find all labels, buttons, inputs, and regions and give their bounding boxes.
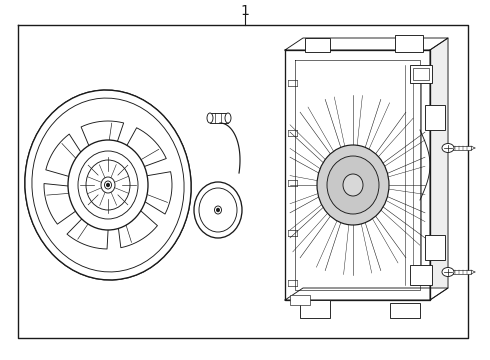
- Polygon shape: [81, 121, 123, 168]
- Polygon shape: [127, 172, 172, 214]
- Bar: [395, 35, 423, 52]
- Bar: [453, 270, 471, 274]
- Bar: [453, 146, 471, 150]
- Ellipse shape: [207, 113, 213, 123]
- Bar: [425, 235, 445, 260]
- Ellipse shape: [442, 144, 454, 153]
- Bar: [410, 65, 432, 83]
- Polygon shape: [285, 38, 448, 50]
- Polygon shape: [46, 134, 93, 182]
- Ellipse shape: [101, 177, 115, 193]
- Polygon shape: [285, 288, 448, 300]
- Bar: [410, 265, 432, 285]
- Ellipse shape: [442, 267, 454, 276]
- Bar: [425, 105, 445, 130]
- Ellipse shape: [86, 160, 130, 210]
- Bar: [300, 300, 330, 318]
- Ellipse shape: [25, 90, 191, 280]
- Bar: [290, 295, 310, 305]
- Bar: [210, 113, 228, 123]
- Ellipse shape: [343, 174, 363, 196]
- Bar: [305, 38, 330, 52]
- Bar: [413, 68, 429, 80]
- Ellipse shape: [194, 182, 242, 238]
- Ellipse shape: [317, 145, 389, 225]
- Polygon shape: [115, 128, 166, 174]
- Ellipse shape: [225, 113, 231, 123]
- Ellipse shape: [217, 208, 220, 212]
- Ellipse shape: [215, 206, 221, 214]
- Ellipse shape: [327, 156, 379, 214]
- Ellipse shape: [106, 183, 109, 187]
- Ellipse shape: [68, 140, 148, 230]
- Polygon shape: [430, 38, 448, 300]
- Ellipse shape: [78, 151, 138, 219]
- Polygon shape: [44, 184, 93, 224]
- Polygon shape: [285, 50, 430, 300]
- Polygon shape: [115, 196, 157, 248]
- Bar: [390, 303, 420, 318]
- Text: 1: 1: [241, 4, 249, 18]
- Polygon shape: [67, 202, 109, 249]
